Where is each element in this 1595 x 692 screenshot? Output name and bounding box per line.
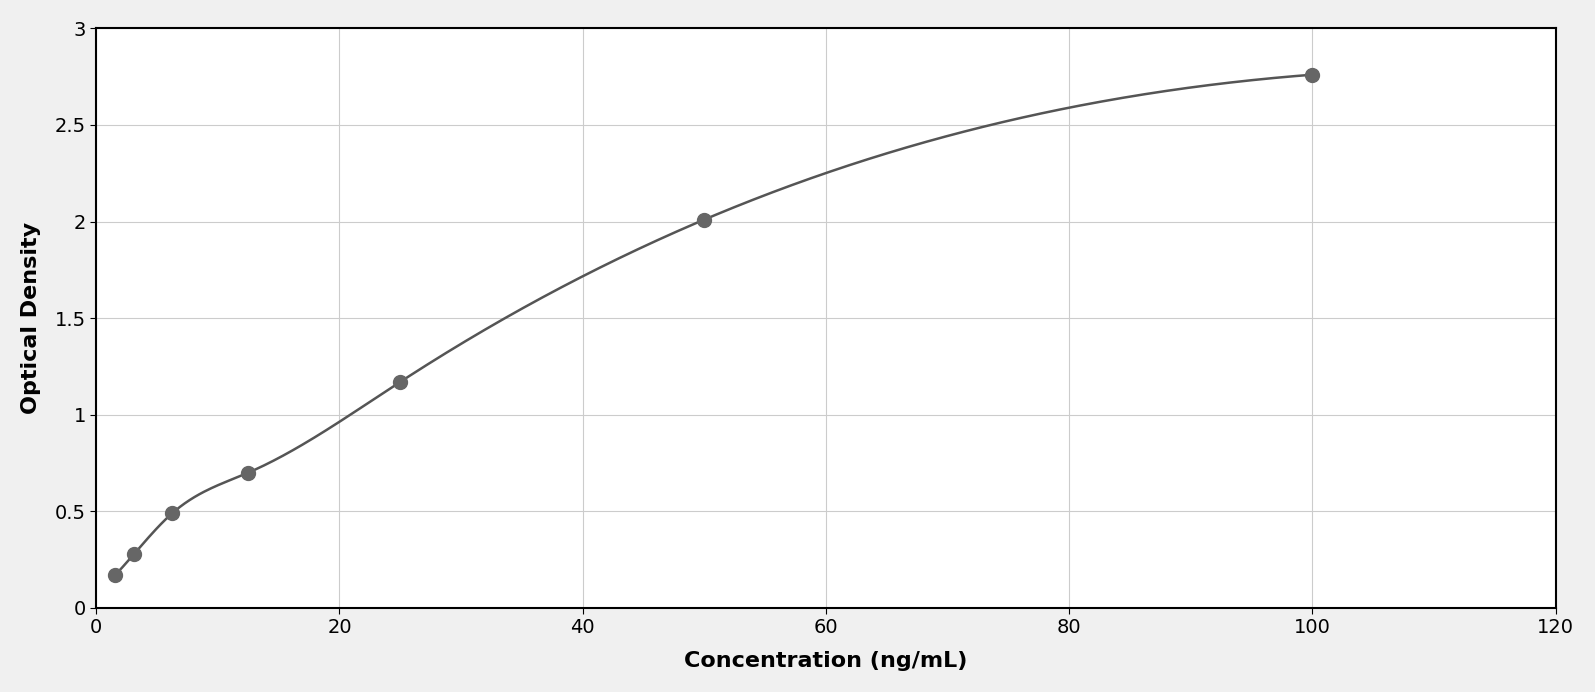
X-axis label: Concentration (ng/mL): Concentration (ng/mL) xyxy=(684,651,968,671)
Y-axis label: Optical Density: Optical Density xyxy=(21,222,41,414)
Point xyxy=(1300,69,1325,80)
Point xyxy=(692,214,718,225)
Point xyxy=(160,508,185,519)
Point xyxy=(102,570,128,581)
Point xyxy=(236,467,262,478)
Point xyxy=(388,376,413,388)
Point xyxy=(121,548,147,559)
